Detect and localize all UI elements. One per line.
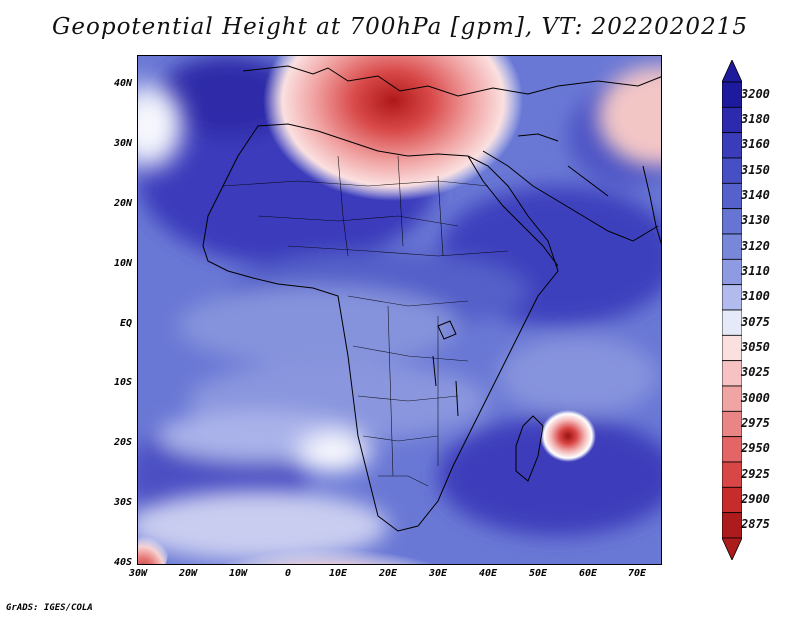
lon-label: 0 bbox=[284, 568, 292, 579]
colorbar-label: 3000 bbox=[741, 390, 770, 405]
colorbar-label: 3050 bbox=[741, 340, 770, 354]
lon-label: 10W bbox=[228, 568, 248, 579]
colorbar-swatch bbox=[722, 410, 742, 438]
lat-label: 20N bbox=[113, 198, 132, 209]
lat-label: 20S bbox=[113, 437, 132, 448]
colorbar-label: 3120 bbox=[741, 238, 770, 253]
colorbar-swatch bbox=[722, 132, 742, 159]
lat-label: EQ bbox=[119, 318, 132, 329]
map-title: Geopotential Height at 700hPa [gpm], VT:… bbox=[52, 14, 748, 40]
colorbar-swatch bbox=[722, 360, 742, 387]
colorbar-label: 2900 bbox=[741, 492, 770, 506]
colorbar-swatch bbox=[722, 258, 742, 286]
colorbar-label: 2975 bbox=[741, 416, 770, 430]
colorbar-label: 3075 bbox=[741, 314, 770, 329]
colorbar-label: 3140 bbox=[741, 188, 770, 202]
lat-label: 10S bbox=[113, 377, 132, 388]
footer-credit: GrADS: IGES/COLA bbox=[6, 603, 93, 613]
colorbar-label: 3180 bbox=[741, 112, 770, 126]
colorbar-swatch bbox=[722, 486, 742, 514]
lon-label: 30W bbox=[128, 568, 148, 579]
colorbar-label: 2950 bbox=[741, 441, 770, 456]
colorbar-swatch bbox=[722, 157, 742, 184]
colorbar-label: 2875 bbox=[741, 517, 770, 532]
colorbar-label: 3110 bbox=[741, 264, 770, 278]
lon-label: 10E bbox=[328, 568, 348, 579]
lon-label: 70E bbox=[627, 568, 647, 579]
geopotential-map bbox=[137, 55, 662, 565]
lat-label: 40N bbox=[113, 78, 132, 89]
colorbar-swatch bbox=[722, 182, 742, 210]
colorbar-swatch bbox=[722, 436, 742, 463]
lon-label: 50E bbox=[528, 568, 548, 579]
colorbar bbox=[722, 60, 742, 560]
colorbar-swatch bbox=[722, 461, 742, 488]
lat-label: 10N bbox=[113, 258, 132, 269]
colorbar-swatch bbox=[722, 309, 742, 336]
lat-label: 40S bbox=[113, 557, 132, 568]
lon-label: 60E bbox=[578, 568, 598, 579]
colorbar-swatch bbox=[722, 106, 742, 134]
lon-label: 20W bbox=[178, 568, 198, 579]
colorbar-label: 3150 bbox=[741, 162, 770, 177]
lat-label: 30N bbox=[113, 138, 132, 149]
lon-label: 30E bbox=[428, 568, 448, 579]
colorbar-label: 3130 bbox=[741, 213, 770, 228]
colorbar-swatch bbox=[722, 512, 742, 539]
colorbar-label: 3160 bbox=[741, 137, 770, 152]
lon-label: 40E bbox=[478, 568, 498, 579]
colorbar-swatch bbox=[722, 284, 742, 311]
colorbar-label: 2925 bbox=[741, 466, 770, 481]
colorbar-swatch bbox=[722, 233, 742, 260]
colorbar-label: 3200 bbox=[741, 86, 770, 101]
colorbar-max-arrow bbox=[722, 60, 742, 83]
colorbar-swatch bbox=[722, 334, 742, 362]
colorbar-swatch bbox=[722, 208, 742, 235]
colorbar-min-arrow bbox=[722, 537, 742, 560]
lon-label: 20E bbox=[378, 568, 398, 579]
colorbar-swatch bbox=[722, 385, 742, 412]
colorbar-swatch bbox=[722, 81, 742, 108]
colorbar-label: 3100 bbox=[741, 289, 770, 304]
lat-label: 30S bbox=[113, 497, 132, 508]
colorbar-label: 3025 bbox=[741, 365, 770, 380]
